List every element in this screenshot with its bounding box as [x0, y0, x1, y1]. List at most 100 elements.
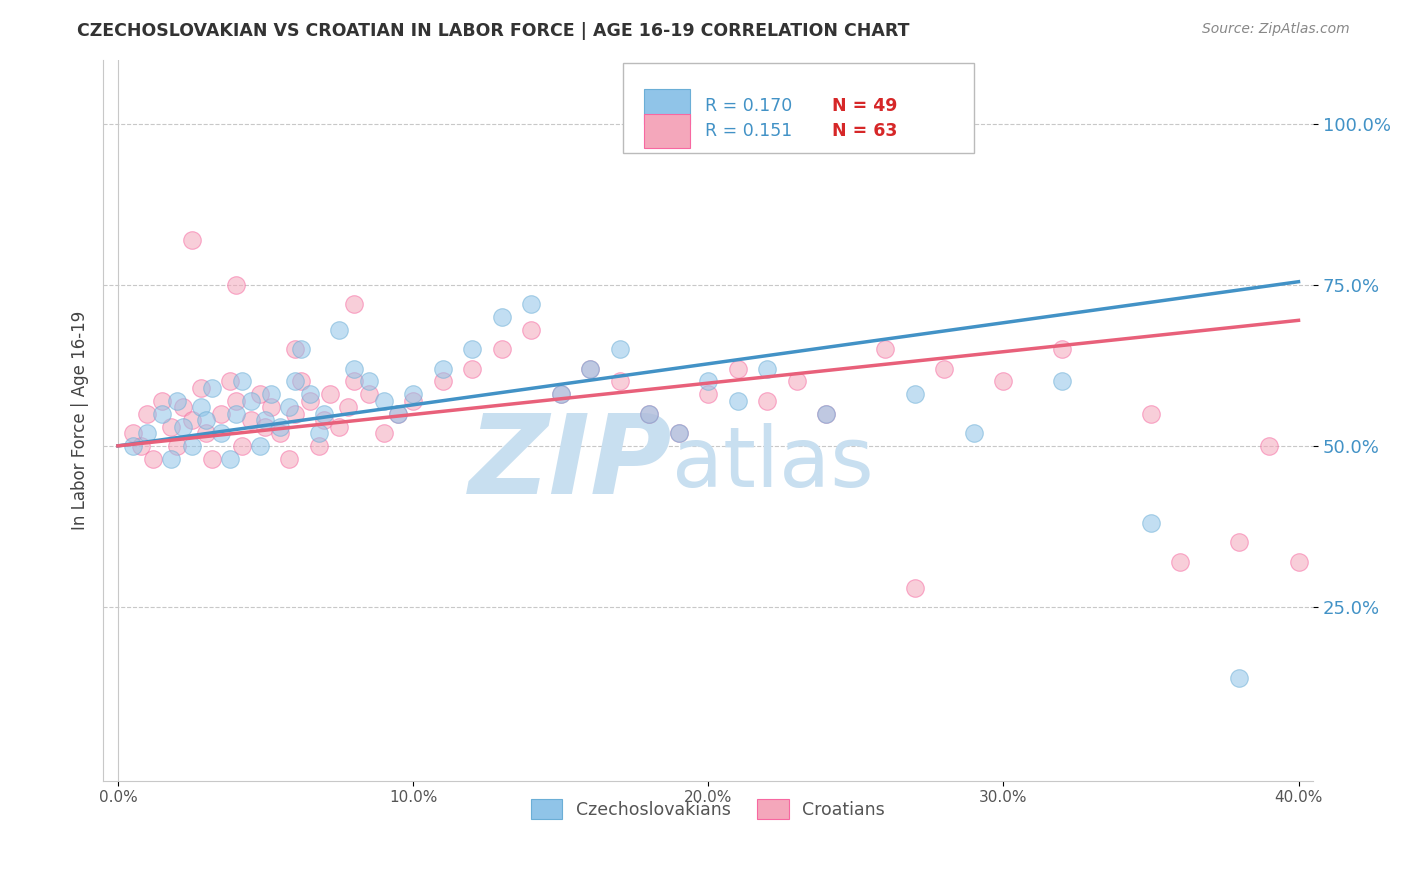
- Czechoslovakians: [1052, 375, 1074, 389]
- Czechoslovakians: [308, 425, 330, 440]
- Croatians: [166, 439, 188, 453]
- Croatians: [1288, 555, 1310, 569]
- Croatians: [756, 393, 779, 408]
- Croatians: [520, 323, 543, 337]
- Croatians: [609, 375, 631, 389]
- Croatians: [121, 425, 143, 440]
- Croatians: [298, 393, 321, 408]
- Czechoslovakians: [904, 387, 927, 401]
- Croatians: [195, 425, 218, 440]
- Croatians: [432, 375, 454, 389]
- Croatians: [249, 387, 271, 401]
- Croatians: [491, 343, 513, 357]
- Czechoslovakians: [402, 387, 425, 401]
- Croatians: [284, 407, 307, 421]
- Czechoslovakians: [249, 439, 271, 453]
- Croatians: [1258, 439, 1281, 453]
- Czechoslovakians: [209, 425, 232, 440]
- Czechoslovakians: [1229, 671, 1251, 685]
- Text: Source: ZipAtlas.com: Source: ZipAtlas.com: [1202, 22, 1350, 37]
- Czechoslovakians: [231, 375, 253, 389]
- Croatians: [1140, 407, 1163, 421]
- Croatians: [209, 407, 232, 421]
- Croatians: [343, 297, 366, 311]
- Czechoslovakians: [136, 425, 159, 440]
- Czechoslovakians: [357, 375, 380, 389]
- Croatians: [697, 387, 720, 401]
- Czechoslovakians: [579, 361, 602, 376]
- Croatians: [180, 413, 202, 427]
- Czechoslovakians: [815, 407, 838, 421]
- Czechoslovakians: [461, 343, 484, 357]
- Text: atlas: atlas: [672, 423, 873, 504]
- Czechoslovakians: [697, 375, 720, 389]
- Croatians: [319, 387, 342, 401]
- Czechoslovakians: [239, 393, 262, 408]
- Czechoslovakians: [432, 361, 454, 376]
- Croatians: [727, 361, 749, 376]
- Croatians: [402, 393, 425, 408]
- Croatians: [1229, 535, 1251, 549]
- Croatians: [150, 393, 173, 408]
- Czechoslovakians: [180, 439, 202, 453]
- Czechoslovakians: [254, 413, 277, 427]
- Croatians: [328, 419, 350, 434]
- Czechoslovakians: [314, 407, 336, 421]
- Czechoslovakians: [550, 387, 572, 401]
- Croatians: [387, 407, 409, 421]
- Croatians: [579, 361, 602, 376]
- Croatians: [314, 413, 336, 427]
- Text: N = 63: N = 63: [831, 122, 897, 140]
- Croatians: [875, 343, 897, 357]
- Croatians: [1052, 343, 1074, 357]
- Czechoslovakians: [290, 343, 312, 357]
- Bar: [644, 89, 690, 123]
- Czechoslovakians: [1140, 516, 1163, 530]
- Czechoslovakians: [225, 407, 247, 421]
- Croatians: [131, 439, 153, 453]
- Croatians: [225, 393, 247, 408]
- Text: ZIP: ZIP: [468, 410, 672, 516]
- Czechoslovakians: [195, 413, 218, 427]
- Croatians: [904, 581, 927, 595]
- Czechoslovakians: [219, 451, 242, 466]
- Text: R = 0.170: R = 0.170: [704, 97, 792, 115]
- Czechoslovakians: [260, 387, 283, 401]
- Czechoslovakians: [520, 297, 543, 311]
- Croatians: [136, 407, 159, 421]
- Czechoslovakians: [166, 393, 188, 408]
- Croatians: [269, 425, 291, 440]
- Croatians: [550, 387, 572, 401]
- Czechoslovakians: [491, 310, 513, 325]
- Czechoslovakians: [150, 407, 173, 421]
- Croatians: [201, 451, 224, 466]
- Croatians: [1170, 555, 1192, 569]
- Czechoslovakians: [278, 401, 301, 415]
- Czechoslovakians: [328, 323, 350, 337]
- Croatians: [254, 419, 277, 434]
- Croatians: [308, 439, 330, 453]
- Czechoslovakians: [756, 361, 779, 376]
- Text: R = 0.151: R = 0.151: [704, 122, 792, 140]
- Croatians: [461, 361, 484, 376]
- Text: CZECHOSLOVAKIAN VS CROATIAN IN LABOR FORCE | AGE 16-19 CORRELATION CHART: CZECHOSLOVAKIAN VS CROATIAN IN LABOR FOR…: [77, 22, 910, 40]
- Croatians: [225, 277, 247, 292]
- Croatians: [142, 451, 165, 466]
- Croatians: [260, 401, 283, 415]
- Czechoslovakians: [201, 381, 224, 395]
- Croatians: [172, 401, 194, 415]
- Croatians: [786, 375, 808, 389]
- Croatians: [284, 343, 307, 357]
- Croatians: [668, 425, 690, 440]
- Croatians: [373, 425, 395, 440]
- Croatians: [278, 451, 301, 466]
- Croatians: [343, 375, 366, 389]
- Czechoslovakians: [373, 393, 395, 408]
- Czechoslovakians: [638, 407, 661, 421]
- Czechoslovakians: [160, 451, 183, 466]
- Czechoslovakians: [121, 439, 143, 453]
- Y-axis label: In Labor Force | Age 16-19: In Labor Force | Age 16-19: [72, 310, 89, 530]
- Czechoslovakians: [668, 425, 690, 440]
- Czechoslovakians: [190, 401, 212, 415]
- Text: N = 49: N = 49: [831, 97, 897, 115]
